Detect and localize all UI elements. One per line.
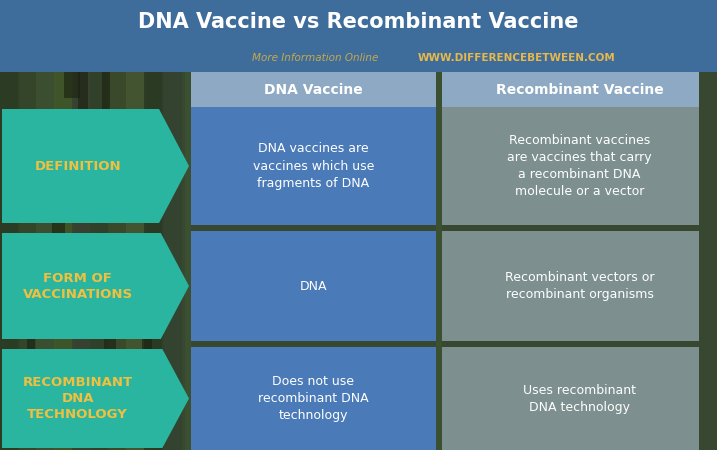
Bar <box>108 0 128 450</box>
Bar <box>185 225 717 231</box>
Text: DNA vaccines are
vaccines which use
fragments of DNA: DNA vaccines are vaccines which use frag… <box>253 143 374 189</box>
Text: DNA Vaccine vs Recombinant Vaccine: DNA Vaccine vs Recombinant Vaccine <box>138 12 579 32</box>
Bar <box>64 0 80 98</box>
Text: Uses recombinant
DNA technology: Uses recombinant DNA technology <box>523 383 636 414</box>
Text: DNA: DNA <box>300 279 327 292</box>
Bar <box>162 0 182 450</box>
Bar <box>0 0 717 44</box>
Bar <box>0 0 20 450</box>
Text: WWW.DIFFERENCEBETWEEN.COM: WWW.DIFFERENCEBETWEEN.COM <box>417 53 615 63</box>
Bar <box>185 341 717 347</box>
Text: FORM OF
VACCINATIONS: FORM OF VACCINATIONS <box>23 271 133 301</box>
Bar <box>442 347 699 450</box>
Bar <box>27 254 35 392</box>
Bar <box>72 0 92 450</box>
Text: Recombinant vectors or
recombinant organisms: Recombinant vectors or recombinant organ… <box>505 271 654 301</box>
Bar <box>77 53 88 159</box>
Bar <box>442 107 699 225</box>
Bar <box>90 0 110 450</box>
Bar <box>104 306 115 398</box>
Text: RECOMBINANT
DNA
TECHNOLOGY: RECOMBINANT DNA TECHNOLOGY <box>23 376 133 421</box>
Polygon shape <box>2 109 189 223</box>
Bar <box>0 44 717 72</box>
Bar <box>52 170 65 256</box>
Bar <box>100 357 116 433</box>
Bar <box>442 72 699 107</box>
Bar <box>191 107 436 225</box>
Polygon shape <box>2 349 189 448</box>
Polygon shape <box>2 233 189 339</box>
Text: DNA Vaccine: DNA Vaccine <box>264 82 363 96</box>
Bar <box>185 0 191 450</box>
Bar <box>36 0 56 450</box>
Bar <box>191 231 436 341</box>
Text: Recombinant vaccines
are vaccines that carry
a recombinant DNA
molecule or a vec: Recombinant vaccines are vaccines that c… <box>507 134 652 198</box>
Bar <box>191 347 436 450</box>
Bar <box>103 40 110 188</box>
Bar <box>141 295 152 371</box>
Bar <box>442 231 699 341</box>
Text: Recombinant Vaccine: Recombinant Vaccine <box>495 82 663 96</box>
Bar <box>18 0 38 450</box>
Bar <box>191 72 436 107</box>
Bar <box>126 0 146 450</box>
Bar <box>436 0 442 450</box>
Text: More Information Online: More Information Online <box>252 53 379 63</box>
Text: DEFINITION: DEFINITION <box>34 159 121 172</box>
Bar <box>54 0 74 450</box>
Text: Does not use
recombinant DNA
technology: Does not use recombinant DNA technology <box>258 375 369 422</box>
Bar <box>144 0 164 450</box>
